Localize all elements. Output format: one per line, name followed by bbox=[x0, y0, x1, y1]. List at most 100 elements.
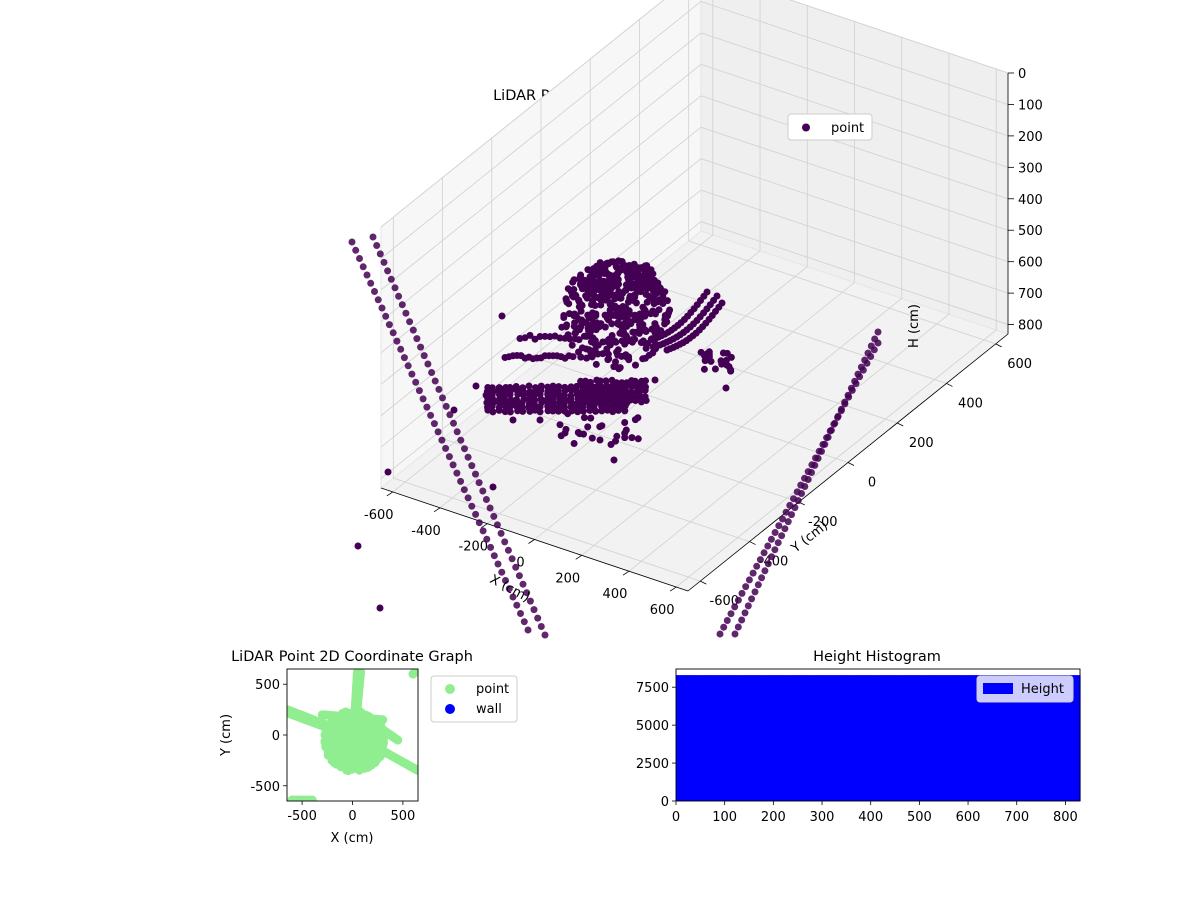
point-marker bbox=[804, 468, 812, 476]
point-marker bbox=[536, 408, 544, 416]
histogram-bar bbox=[700, 675, 706, 801]
point-marker bbox=[490, 512, 498, 520]
x-axis-label-3d: X (cm) bbox=[487, 572, 532, 605]
point-marker bbox=[378, 304, 386, 312]
point-marker bbox=[472, 382, 480, 390]
point-marker bbox=[616, 329, 624, 337]
point-marker bbox=[731, 630, 739, 638]
point-marker bbox=[508, 555, 516, 563]
point-marker bbox=[606, 279, 614, 287]
point-marker bbox=[782, 508, 790, 516]
point-marker bbox=[457, 477, 465, 485]
point-marker bbox=[830, 420, 838, 428]
x-tick-label-3d: -600 bbox=[364, 508, 394, 523]
point-marker bbox=[588, 301, 595, 308]
point-marker bbox=[744, 602, 752, 610]
point-marker bbox=[487, 543, 495, 551]
point-marker bbox=[601, 323, 609, 331]
point-marker bbox=[581, 383, 589, 391]
point-marker bbox=[479, 527, 487, 535]
legend-histogram: Height bbox=[976, 675, 1074, 703]
point-marker bbox=[350, 730, 359, 740]
point-marker bbox=[602, 290, 609, 297]
point-marker bbox=[801, 474, 808, 482]
point-marker bbox=[764, 560, 772, 568]
grid-line-y bbox=[393, 477, 701, 582]
histogram-bar bbox=[841, 675, 847, 801]
point-marker bbox=[382, 312, 390, 320]
point-marker bbox=[625, 307, 633, 315]
y-tick-label-3d: 400 bbox=[958, 396, 983, 411]
histogram-bar bbox=[880, 675, 886, 801]
scatter-2d-panel: LiDAR Point 2D Coordinate Graph -500 0 500… bbox=[219, 649, 518, 846]
point-marker bbox=[461, 445, 468, 453]
point-marker bbox=[641, 312, 649, 320]
point-marker bbox=[395, 292, 403, 300]
x-tick-mark-3d bbox=[622, 570, 630, 576]
point-marker bbox=[515, 572, 523, 580]
point-marker bbox=[523, 589, 531, 597]
histogram-bar bbox=[890, 675, 896, 801]
scatter-3d-panel: LiDAR Point 3D Coordinate Graph -600-400… bbox=[348, 0, 1043, 639]
point-marker bbox=[666, 306, 674, 314]
point-marker bbox=[369, 233, 377, 241]
point-marker bbox=[372, 754, 382, 764]
histogram-bar bbox=[695, 675, 701, 801]
point-marker bbox=[775, 522, 783, 530]
point-marker bbox=[506, 391, 514, 398]
point-marker bbox=[779, 515, 786, 523]
point-marker bbox=[460, 486, 468, 494]
point-marker bbox=[497, 529, 505, 537]
point-marker bbox=[384, 468, 392, 476]
point-marker bbox=[430, 420, 438, 428]
legend-3d-label: point bbox=[831, 121, 864, 136]
point-marker bbox=[409, 326, 417, 334]
point-marker bbox=[834, 413, 842, 421]
point-marker bbox=[632, 361, 639, 369]
point-marker bbox=[501, 408, 509, 416]
y-tick-label-2d: -500 bbox=[250, 780, 280, 795]
point-marker bbox=[738, 616, 746, 624]
point-marker bbox=[530, 606, 538, 614]
point-marker bbox=[621, 419, 629, 426]
histogram-title: Height Histogram bbox=[813, 649, 941, 665]
histogram-bar bbox=[846, 675, 852, 801]
x-tick-label-3d: 200 bbox=[555, 571, 580, 586]
point-marker bbox=[342, 753, 352, 763]
histogram-bar bbox=[739, 675, 745, 801]
point-marker bbox=[361, 749, 371, 759]
point-marker bbox=[856, 373, 864, 381]
point-marker bbox=[734, 596, 742, 604]
histogram-bar bbox=[885, 675, 891, 801]
histogram-bar bbox=[831, 675, 838, 801]
grid-line-y bbox=[442, 438, 750, 542]
point-marker bbox=[602, 268, 610, 276]
point-marker bbox=[577, 353, 585, 361]
histogram-bar bbox=[753, 675, 760, 801]
point-marker bbox=[815, 447, 823, 455]
y-tick-mark-3d bbox=[700, 580, 707, 585]
histogram-bar bbox=[865, 675, 872, 801]
point-marker bbox=[514, 390, 522, 398]
point-marker bbox=[589, 289, 597, 297]
point-marker bbox=[754, 581, 762, 589]
histogram-bar bbox=[948, 675, 955, 801]
point-marker bbox=[631, 416, 639, 424]
point-marker bbox=[627, 388, 635, 396]
point-marker bbox=[556, 421, 564, 429]
point-marker bbox=[525, 382, 533, 390]
point-marker bbox=[661, 316, 669, 323]
point-marker bbox=[841, 400, 849, 408]
histogram-bar bbox=[836, 675, 843, 801]
legend-3d-marker bbox=[802, 123, 810, 132]
point-marker bbox=[541, 631, 549, 639]
point-marker bbox=[385, 321, 393, 329]
y-tick-mark-3d bbox=[847, 462, 855, 466]
point-marker bbox=[852, 380, 860, 388]
point-marker bbox=[630, 297, 637, 304]
point-marker bbox=[622, 383, 630, 391]
point-marker bbox=[626, 281, 634, 289]
point-marker bbox=[784, 518, 792, 526]
point-marker bbox=[575, 315, 583, 323]
point-marker bbox=[614, 406, 622, 414]
